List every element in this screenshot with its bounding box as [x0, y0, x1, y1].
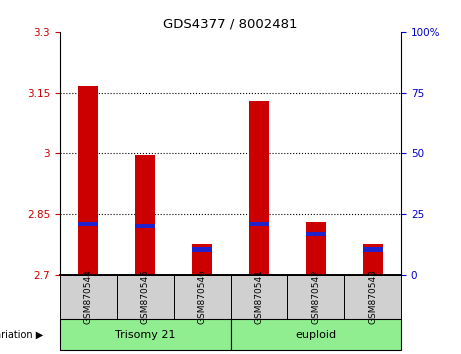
Bar — [306, 232, 326, 236]
Bar — [60, 275, 117, 319]
Bar — [230, 275, 287, 319]
Bar — [363, 244, 383, 275]
Bar — [230, 319, 401, 350]
Text: GSM870542: GSM870542 — [311, 269, 320, 324]
Bar — [344, 275, 401, 319]
Title: GDS4377 / 8002481: GDS4377 / 8002481 — [163, 18, 298, 31]
Text: euploid: euploid — [295, 330, 337, 339]
Text: genotype/variation ▶: genotype/variation ▶ — [0, 330, 43, 339]
Bar — [249, 101, 269, 275]
Bar — [78, 222, 98, 226]
Bar — [306, 222, 326, 275]
Bar — [363, 247, 383, 252]
Bar — [174, 275, 230, 319]
Text: Trisomy 21: Trisomy 21 — [115, 330, 176, 339]
Bar — [287, 275, 344, 319]
Text: GSM870546: GSM870546 — [198, 269, 207, 324]
Bar — [249, 222, 269, 226]
Bar — [60, 319, 230, 350]
Bar — [135, 224, 155, 228]
Bar — [192, 244, 212, 275]
Text: GSM870541: GSM870541 — [254, 269, 263, 324]
Text: GSM870544: GSM870544 — [84, 269, 93, 324]
Bar — [135, 155, 155, 275]
Bar — [117, 275, 174, 319]
Text: GSM870545: GSM870545 — [141, 269, 150, 324]
Text: GSM870543: GSM870543 — [368, 269, 377, 324]
Bar — [192, 247, 212, 252]
Bar — [78, 86, 98, 275]
